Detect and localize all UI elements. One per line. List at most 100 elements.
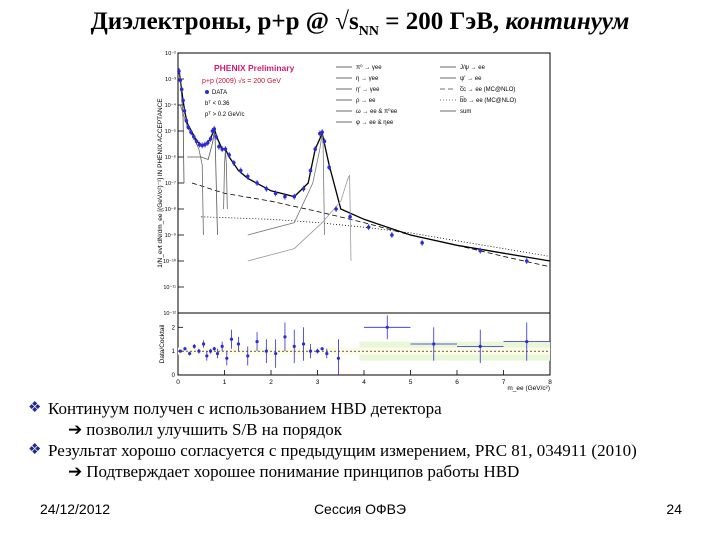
sub-bullet: ➔ Подтверждает хорошее понимание принципо… <box>28 461 708 482</box>
ratio-point <box>308 349 313 353</box>
ratio-point <box>208 349 213 353</box>
data-point <box>232 160 236 165</box>
spectrum-series <box>177 68 551 268</box>
data-point <box>327 165 331 170</box>
data-point <box>208 137 213 141</box>
ratio-x-tick-label: 4 <box>362 379 366 386</box>
data-point <box>283 194 287 199</box>
legend-entry: ω → ee & π⁰ee <box>356 108 398 115</box>
data-point <box>366 225 371 229</box>
diamond-bullet-icon: ❖ <box>28 400 42 416</box>
ratio-point <box>220 344 224 348</box>
ratio-point <box>178 349 182 353</box>
ratio-point <box>212 347 216 351</box>
data-point <box>264 186 269 191</box>
data-point <box>189 130 193 134</box>
data-point <box>308 168 313 173</box>
legend-entry: c̅c → ee (MC@NLO) <box>460 87 516 93</box>
y-tick-label: 10⁻⁸ <box>165 206 176 213</box>
ratio-x-tick-label: 3 <box>316 379 320 386</box>
y-tick-label: 10⁻⁶ <box>165 154 176 161</box>
data-point <box>186 125 191 130</box>
ratio-panel: 0 1 2 0 1 2 3 4 5 6 7 8 Data/Cocktail m_ee (GeV/c²) <box>159 312 553 392</box>
ratio-x-tick-label: 5 <box>409 379 413 386</box>
data-point <box>238 168 243 173</box>
ratio-point <box>264 349 268 353</box>
ratio-y-axis-label: Data/Cocktail <box>159 324 166 363</box>
data-point <box>197 142 202 147</box>
ratio-point <box>320 347 324 351</box>
data-point <box>200 143 204 148</box>
ratio-point <box>525 340 529 344</box>
spectrum-title: PHENIX Preliminary <box>214 63 295 73</box>
series-line <box>247 133 325 236</box>
title-mid: = 200 ГэВ, <box>378 8 506 35</box>
footer-date: 24/12/2012 <box>40 501 111 517</box>
ratio-point <box>274 351 278 356</box>
ratio-point <box>229 337 234 341</box>
legend-entry: ρ → ee <box>356 98 376 104</box>
y-tick-label: 10⁻⁵ <box>165 128 176 135</box>
spectrum-panel: 10⁻² 10⁻³ 10⁻⁴ 10⁻⁵ 10⁻⁶ 10⁻⁷ 10⁻⁸ 10⁻⁹ 10⁻¹⁰ 10⁻… <box>157 51 551 317</box>
y-tick-label: 10⁻⁷ <box>165 180 176 187</box>
ratio-point <box>336 356 341 360</box>
spectrum-frame <box>177 52 551 314</box>
ratio-point <box>201 342 206 346</box>
series-line <box>191 182 551 268</box>
ratio-point <box>215 351 220 356</box>
ratio-ticks: 0 1 2 0 1 2 3 4 5 6 7 8 <box>172 325 553 386</box>
data-point <box>322 139 327 144</box>
y-tick-label: 10⁻¹⁰ <box>163 258 177 265</box>
data-point <box>205 141 210 145</box>
data-point <box>181 98 185 103</box>
y-tick-label: 10⁻¹¹ <box>163 285 176 291</box>
data-point <box>220 147 224 151</box>
data-point <box>223 147 228 151</box>
data-point <box>245 174 250 179</box>
ratio-point <box>432 342 436 346</box>
spectrum-y-axis-label: 1/N_evt dN/dm_ee [(GeV/c²)⁻¹] IN PHENIX … <box>157 98 164 268</box>
footer-page-number: 24 <box>666 501 682 517</box>
ratio-y-tick-label: 1 <box>172 349 176 355</box>
bullet: ❖ Результат хорошо согласуется с предыдущ… <box>28 440 708 461</box>
bullet-text: Подтверждает хорошее понимание принципов… <box>86 462 520 481</box>
data-point <box>478 248 483 253</box>
ratio-point <box>188 351 192 356</box>
ratio-point <box>315 349 320 353</box>
data-marker-icon <box>205 90 209 94</box>
footer-session: Сессия ОФВЭ <box>313 501 407 517</box>
data-point <box>203 142 207 147</box>
bullet-text: Континуум получен с использованием HBD д… <box>48 399 442 418</box>
data-point <box>227 153 231 157</box>
ratio-point <box>478 344 482 348</box>
ratio-point <box>197 349 201 353</box>
data-point <box>214 134 218 139</box>
legend-entry: φ → ee & ηee <box>356 120 394 126</box>
title-main: Диэлектроны, p+p @ √s <box>90 8 359 35</box>
note-pt: pᵀ > 0.2 GeV/c <box>205 111 244 118</box>
data-point <box>273 191 278 196</box>
data-point <box>292 194 297 199</box>
y-tick-label: 10⁻³ <box>165 77 176 83</box>
y-tick-label: 10⁻⁴ <box>165 102 177 109</box>
series-line <box>187 130 218 236</box>
ratio-x-tick-label: 8 <box>548 379 552 386</box>
ratio-x-tick-label: 0 <box>176 379 180 386</box>
physics-figure: 10⁻² 10⁻³ 10⁻⁴ 10⁻⁵ 10⁻⁶ 10⁻⁷ 10⁻⁸ 10⁻⁹ 10⁻¹⁰ 10⁻… <box>150 47 562 393</box>
series-line <box>247 175 352 262</box>
ratio-point <box>325 351 329 356</box>
data-point <box>179 87 184 92</box>
legend-entry: sum <box>460 109 471 115</box>
data-point <box>524 259 529 263</box>
data-point <box>320 130 324 134</box>
y-tick-label: 10⁻¹² <box>163 311 176 317</box>
data-point <box>178 78 183 82</box>
note-bt: bᵀ < 0.36 <box>205 100 230 107</box>
title-subscript: NN <box>358 24 379 39</box>
bullet-list: ❖ Континуум получен с использованием HBD … <box>28 398 708 482</box>
ratio-x-tick-label: 6 <box>455 379 459 386</box>
bullet-text: позволил улучшить S/B на порядок <box>86 420 342 439</box>
title-italic: континуум <box>505 8 630 35</box>
ratio-point <box>246 354 250 358</box>
data-point <box>313 147 317 151</box>
